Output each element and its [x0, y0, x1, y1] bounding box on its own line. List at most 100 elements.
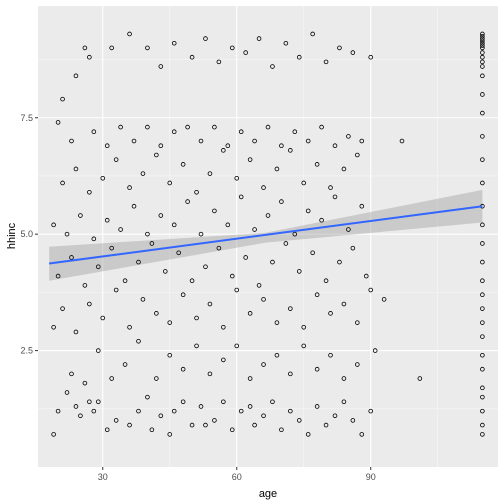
data-point — [372, 348, 378, 353]
data-point — [323, 278, 329, 284]
data-point — [359, 203, 365, 209]
data-point — [350, 50, 356, 55]
data-point — [314, 404, 320, 409]
data-point — [296, 269, 302, 274]
data-point — [171, 408, 177, 414]
data-point — [341, 399, 347, 405]
data-point — [314, 162, 320, 167]
data-point — [69, 255, 74, 260]
data-point — [127, 325, 132, 330]
data-point — [283, 40, 289, 46]
data-point — [82, 283, 88, 288]
data-point — [480, 92, 485, 97]
data-point — [480, 50, 485, 55]
data-point — [212, 124, 217, 130]
data-point — [122, 362, 128, 367]
x-axis-title: age — [259, 488, 277, 500]
data-point — [145, 124, 150, 130]
data-point — [480, 33, 485, 39]
y-tick-label: 7.5 — [20, 113, 33, 123]
data-point — [91, 408, 97, 414]
y-axis-ticks: 2.5 5.0 7.5 — [20, 113, 38, 356]
data-point — [323, 422, 329, 428]
data-point — [368, 287, 374, 293]
data-point — [328, 311, 333, 316]
data-point — [480, 180, 485, 186]
data-point — [158, 213, 164, 218]
data-point — [480, 54, 485, 60]
data-point — [480, 45, 485, 51]
data-point — [185, 199, 190, 204]
data-point — [332, 413, 338, 419]
data-point — [171, 129, 177, 135]
data-point — [288, 408, 293, 414]
data-point — [180, 399, 186, 405]
data-point — [91, 129, 97, 135]
data-point — [279, 427, 284, 433]
data-point — [480, 259, 485, 265]
data-point — [480, 241, 485, 246]
data-point — [368, 54, 374, 60]
data-point — [332, 194, 338, 200]
data-point — [247, 157, 253, 162]
plot-panel — [38, 6, 498, 467]
data-point — [145, 231, 150, 237]
data-point — [51, 222, 56, 228]
data-point — [359, 432, 365, 437]
data-point — [480, 157, 485, 162]
data-point — [87, 54, 92, 60]
data-point — [198, 404, 204, 409]
data-point — [122, 278, 128, 284]
data-point — [55, 120, 61, 125]
data-point — [337, 259, 342, 265]
data-point — [355, 320, 360, 325]
data-point — [78, 213, 83, 218]
data-point — [189, 54, 195, 60]
data-point — [113, 287, 119, 293]
data-point — [292, 231, 298, 237]
data-point — [140, 297, 146, 302]
data-point — [198, 231, 204, 237]
y-axis-title: hhinc — [6, 222, 18, 249]
data-point — [78, 413, 83, 419]
data-point — [229, 45, 235, 51]
data-point — [270, 399, 275, 405]
data-point — [292, 129, 298, 135]
data-point — [51, 325, 56, 330]
data-point — [350, 418, 356, 423]
data-point — [154, 376, 159, 381]
data-point — [270, 259, 275, 265]
data-point — [314, 292, 320, 298]
data-point — [265, 213, 271, 218]
data-point — [480, 73, 485, 79]
data-point — [328, 185, 333, 190]
data-point — [301, 180, 307, 186]
data-point — [69, 371, 74, 377]
data-point — [256, 283, 262, 288]
data-point — [82, 45, 88, 51]
data-point — [216, 245, 222, 251]
data-point — [64, 390, 70, 395]
data-point — [221, 357, 226, 363]
data-point — [252, 227, 257, 232]
data-point — [238, 408, 244, 414]
data-point — [341, 301, 347, 307]
data-point — [109, 45, 114, 51]
data-point — [127, 185, 132, 190]
data-point — [247, 311, 253, 316]
data-point — [234, 175, 240, 181]
data-point — [225, 143, 231, 148]
data-point — [118, 227, 123, 232]
data-point — [203, 264, 208, 270]
data-point — [261, 297, 266, 302]
data-point — [480, 394, 485, 400]
data-point — [319, 217, 324, 223]
data-point — [310, 250, 315, 256]
data-point — [207, 171, 213, 176]
data-point — [104, 143, 110, 148]
x-tick-label: 90 — [366, 472, 376, 482]
data-point — [207, 371, 213, 377]
data-point — [212, 208, 217, 214]
data-point — [180, 162, 186, 167]
data-point — [180, 366, 186, 372]
